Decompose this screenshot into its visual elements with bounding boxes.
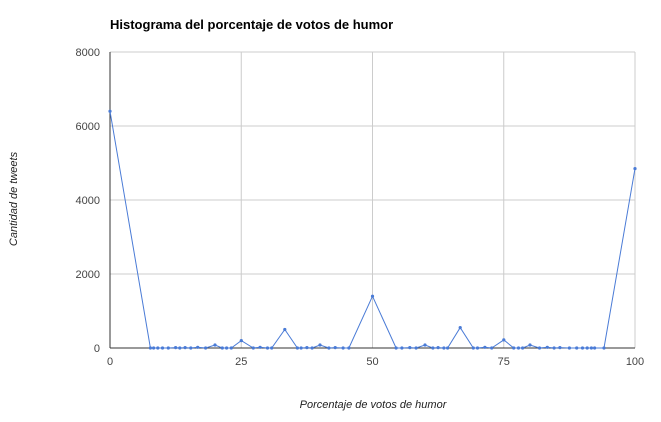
data-points	[108, 109, 637, 350]
data-point	[204, 346, 208, 350]
data-point	[528, 343, 532, 347]
data-point	[475, 346, 480, 350]
data-point	[521, 346, 525, 350]
y-tick-label: 0	[94, 343, 100, 355]
chart-title: Histograma del porcentaje de votos de hu…	[110, 17, 393, 32]
data-point	[333, 346, 337, 350]
data-point	[220, 346, 224, 350]
y-tick-label: 6000	[76, 121, 100, 133]
data-point	[152, 346, 156, 350]
data-point	[160, 346, 165, 350]
data-point	[431, 346, 435, 350]
data-point	[589, 346, 594, 350]
data-point	[545, 345, 549, 349]
y-axis-ticks: 0 2000 4000 6000 8000	[76, 47, 100, 355]
data-point	[436, 346, 440, 350]
data-point	[585, 346, 589, 350]
data-point	[442, 346, 446, 350]
data-point	[229, 346, 233, 350]
data-point	[394, 346, 398, 350]
y-tick-label: 4000	[76, 195, 100, 207]
data-point	[270, 346, 274, 350]
data-point	[471, 346, 475, 350]
data-point	[558, 346, 562, 350]
data-point	[174, 346, 178, 350]
x-tick-label: 50	[366, 356, 378, 368]
data-point	[258, 345, 262, 349]
data-point	[446, 346, 450, 350]
y-tick-label: 2000	[76, 269, 100, 281]
data-point	[458, 326, 462, 330]
data-point	[327, 346, 331, 350]
y-axis-label: Cantidad de tweets	[8, 151, 20, 246]
data-point	[239, 339, 243, 343]
x-tick-label: 100	[626, 356, 644, 368]
data-point	[567, 346, 572, 350]
data-point	[400, 346, 404, 350]
data-point	[310, 346, 314, 350]
data-point	[251, 346, 255, 350]
data-point	[178, 346, 182, 350]
data-point	[408, 346, 412, 350]
data-point	[225, 346, 229, 350]
data-point	[183, 346, 187, 350]
data-point	[318, 343, 322, 347]
data-point	[156, 346, 160, 350]
data-point	[265, 346, 270, 350]
data-point	[189, 346, 193, 350]
data-point	[305, 346, 309, 350]
grid	[109, 51, 636, 349]
data-point	[213, 343, 217, 347]
x-tick-label: 75	[498, 356, 510, 368]
data-point	[295, 346, 299, 350]
x-axis-label: Porcentaje de votos de humor	[300, 399, 448, 411]
data-point	[299, 346, 303, 350]
data-point	[483, 345, 487, 349]
y-tick-label: 8000	[76, 47, 100, 59]
data-point	[633, 167, 637, 171]
data-point	[602, 346, 606, 350]
data-point	[423, 343, 427, 347]
data-point	[593, 346, 597, 350]
data-point	[490, 346, 494, 350]
x-axis-ticks: 0 25 50 75 100	[107, 356, 644, 368]
x-tick-label: 0	[107, 356, 113, 368]
data-point	[502, 338, 506, 342]
data-point	[516, 346, 521, 350]
data-point	[370, 294, 375, 298]
data-point	[512, 346, 516, 350]
data-point	[414, 346, 418, 350]
data-point	[108, 109, 112, 113]
data-point	[341, 346, 345, 350]
data-point	[196, 345, 200, 349]
data-point	[347, 346, 351, 350]
data-point	[580, 346, 585, 350]
data-point	[537, 346, 542, 350]
x-tick-label: 25	[235, 356, 247, 368]
data-point	[166, 346, 170, 350]
data-point	[148, 346, 152, 350]
data-point	[575, 346, 579, 350]
data-point	[283, 327, 287, 332]
data-point	[552, 346, 556, 350]
